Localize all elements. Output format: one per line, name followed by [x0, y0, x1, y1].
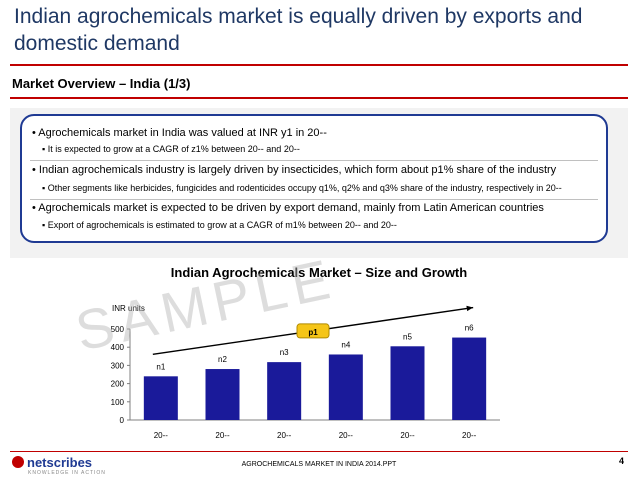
bar: [390, 346, 425, 420]
x-tick-label: 20--: [277, 431, 292, 440]
sub-bullet-2: ▪ Other segments like herbicides, fungic…: [42, 183, 562, 193]
footer-divider: [10, 451, 628, 452]
bar-data-label: n3: [280, 348, 289, 357]
bullet-separator: [30, 199, 598, 200]
x-tick-label: 20--: [462, 431, 477, 440]
bullet-1: • Agrochemicals market in India was valu…: [32, 127, 327, 139]
bar: [328, 354, 363, 420]
title-divider: [10, 64, 628, 66]
growth-badge: [296, 323, 330, 339]
sub-bullet-1: ▪ It is expected to grow at a CAGR of z1…: [42, 144, 300, 154]
bar: [267, 362, 302, 420]
y-tick-label: 300: [111, 361, 125, 370]
bullet-3: • Agrochemicals market is expected to be…: [32, 202, 544, 214]
sub-bullet-3: ▪ Export of agrochemicals is estimated t…: [42, 220, 397, 230]
bar-data-label: n4: [341, 340, 350, 349]
footer-text: AGROCHEMICALS MARKET IN INDIA 2014.PPT: [241, 461, 397, 468]
x-tick-label: 20--: [400, 431, 415, 440]
bullet-2: • Indian agrochemicals industry is large…: [32, 164, 557, 176]
growth-arrow-head-icon: [466, 305, 474, 312]
y-tick-label: 200: [111, 380, 125, 389]
slide-title: Indian agrochemicals market is equally d…: [14, 5, 583, 55]
y-tick-label: 0: [120, 416, 125, 425]
bar-data-label: n1: [156, 362, 165, 371]
netscribes-logo: netscribes: [12, 455, 92, 470]
chart-title: Indian Agrochemicals Market – Size and G…: [170, 265, 468, 280]
bar-data-label: n5: [403, 332, 412, 341]
bullet-separator: [30, 160, 598, 161]
y-tick-label: 100: [111, 398, 125, 407]
logo-tagline: KNOWLEDGE IN ACTION: [28, 470, 106, 476]
x-tick-label: 20--: [215, 431, 230, 440]
y-tick-label: 400: [111, 343, 125, 352]
bar: [143, 376, 178, 420]
x-tick-label: 20--: [154, 431, 169, 440]
logo-mark-icon: [12, 456, 24, 468]
y-tick-label: 500: [111, 325, 125, 334]
x-tick-label: 20--: [339, 431, 354, 440]
bar-data-label: n2: [218, 355, 227, 364]
section-subtitle: Market Overview – India (1/3): [12, 76, 191, 91]
logo-text: netscribes: [27, 455, 93, 470]
bar: [452, 337, 487, 420]
growth-label: p1: [308, 328, 318, 337]
page-number: 4: [618, 456, 624, 466]
bar-data-label: n6: [465, 324, 474, 333]
y-axis-label: INR units: [112, 304, 145, 313]
bar: [205, 369, 240, 420]
summary-card: • Agrochemicals market in India was valu…: [20, 114, 608, 243]
subtitle-divider: [10, 97, 628, 99]
